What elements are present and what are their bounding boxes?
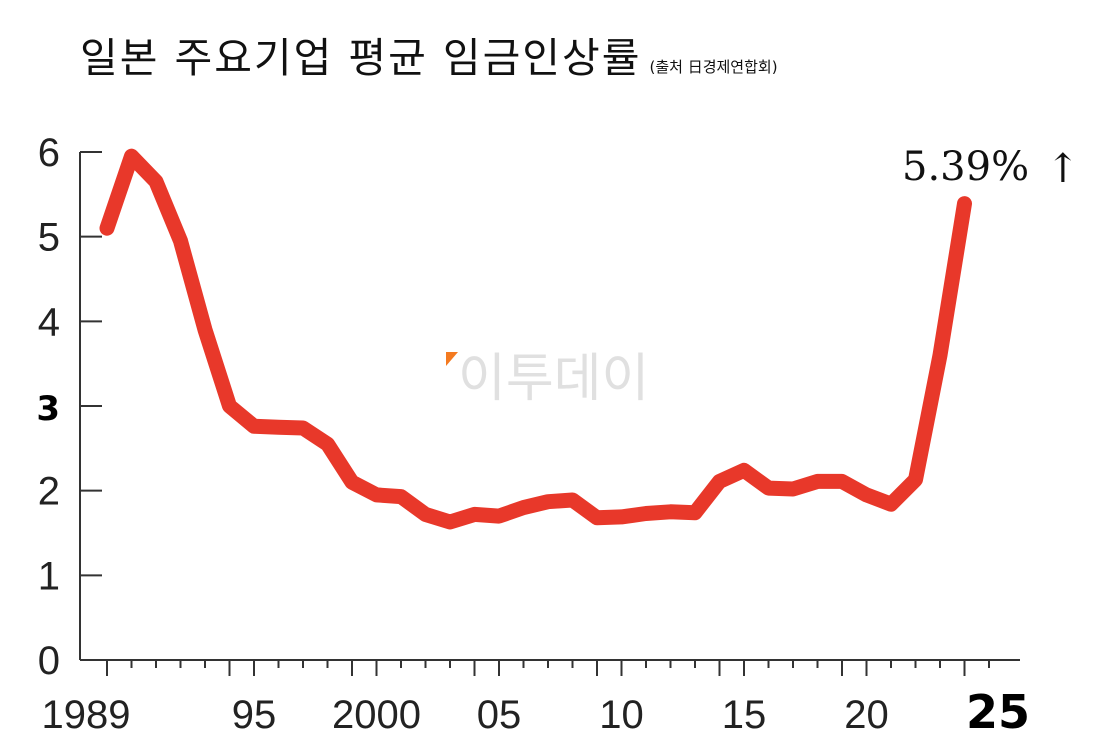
y-axis-ticks: 0 1 2 3 4 5 6 xyxy=(36,131,102,683)
data-point xyxy=(866,494,867,496)
data-point xyxy=(425,513,426,515)
data-point xyxy=(302,427,304,429)
data-point xyxy=(449,521,451,523)
data-point xyxy=(376,494,377,496)
y-tick-label: 2 xyxy=(38,470,60,514)
x-tick-label: 25 xyxy=(966,685,1030,739)
data-point xyxy=(523,507,524,509)
data-point xyxy=(180,240,181,242)
data-point xyxy=(327,443,328,445)
data-point xyxy=(817,480,818,482)
data-point xyxy=(155,181,157,183)
data-point xyxy=(915,479,916,481)
data-point xyxy=(939,354,941,356)
data-point xyxy=(694,512,696,514)
data-point xyxy=(131,155,132,157)
data-point xyxy=(964,203,965,205)
data-point xyxy=(743,469,745,471)
data-point xyxy=(719,480,720,482)
data-point xyxy=(106,227,108,229)
watermark-accent-icon xyxy=(446,352,458,366)
data-point xyxy=(204,329,206,331)
title-text: 일본 주요기업 평균 임금인상률 xyxy=(80,34,642,82)
x-tick-label: 1989 xyxy=(42,693,131,737)
data-point xyxy=(229,405,230,407)
watermark-text: 이투데이 xyxy=(458,349,649,409)
x-tick-label: 20 xyxy=(844,693,889,737)
x-tick-label: 95 xyxy=(232,693,277,737)
annotation: 5.39% ↑ xyxy=(902,144,1080,192)
data-point xyxy=(890,503,892,505)
watermark: 이투데이 xyxy=(446,349,649,409)
x-tick-label: 15 xyxy=(722,693,767,737)
source-note: (출처 日경제연합회) xyxy=(649,58,778,76)
data-point xyxy=(645,513,647,514)
x-tick-label: 10 xyxy=(599,693,644,737)
data-point xyxy=(768,487,769,489)
data-point xyxy=(596,517,598,519)
data-point xyxy=(547,501,549,503)
data-point xyxy=(841,480,843,482)
data-point xyxy=(253,425,255,427)
y-tick-label: 0 xyxy=(38,639,60,683)
y-tick-label: 6 xyxy=(38,131,60,175)
data-point xyxy=(670,511,671,513)
series xyxy=(99,148,972,530)
x-tick-label: 05 xyxy=(477,693,522,737)
y-tick-label: 5 xyxy=(38,216,60,260)
x-axis-ticks: 1989 95 2000 05 10 15 20 25 xyxy=(42,660,1030,739)
chart-title: 일본 주요기업 평균 임금인상률 (출처 日경제연합회) xyxy=(80,24,778,84)
x-tick-label: 2000 xyxy=(332,693,421,737)
up-arrow-icon: ↑ xyxy=(1046,146,1080,192)
data-point xyxy=(474,513,475,515)
y-tick-label: 4 xyxy=(38,300,60,344)
data-point xyxy=(498,515,500,517)
data-point xyxy=(278,426,279,428)
y-tick-label: 3 xyxy=(36,389,60,429)
data-point xyxy=(351,481,353,483)
data-point xyxy=(572,499,573,501)
series-line xyxy=(99,148,972,530)
data-point xyxy=(792,488,794,490)
data-point xyxy=(400,496,402,498)
y-tick-label: 1 xyxy=(38,554,60,598)
annotation-value: 5.39% xyxy=(902,144,1029,190)
data-point xyxy=(621,516,622,518)
